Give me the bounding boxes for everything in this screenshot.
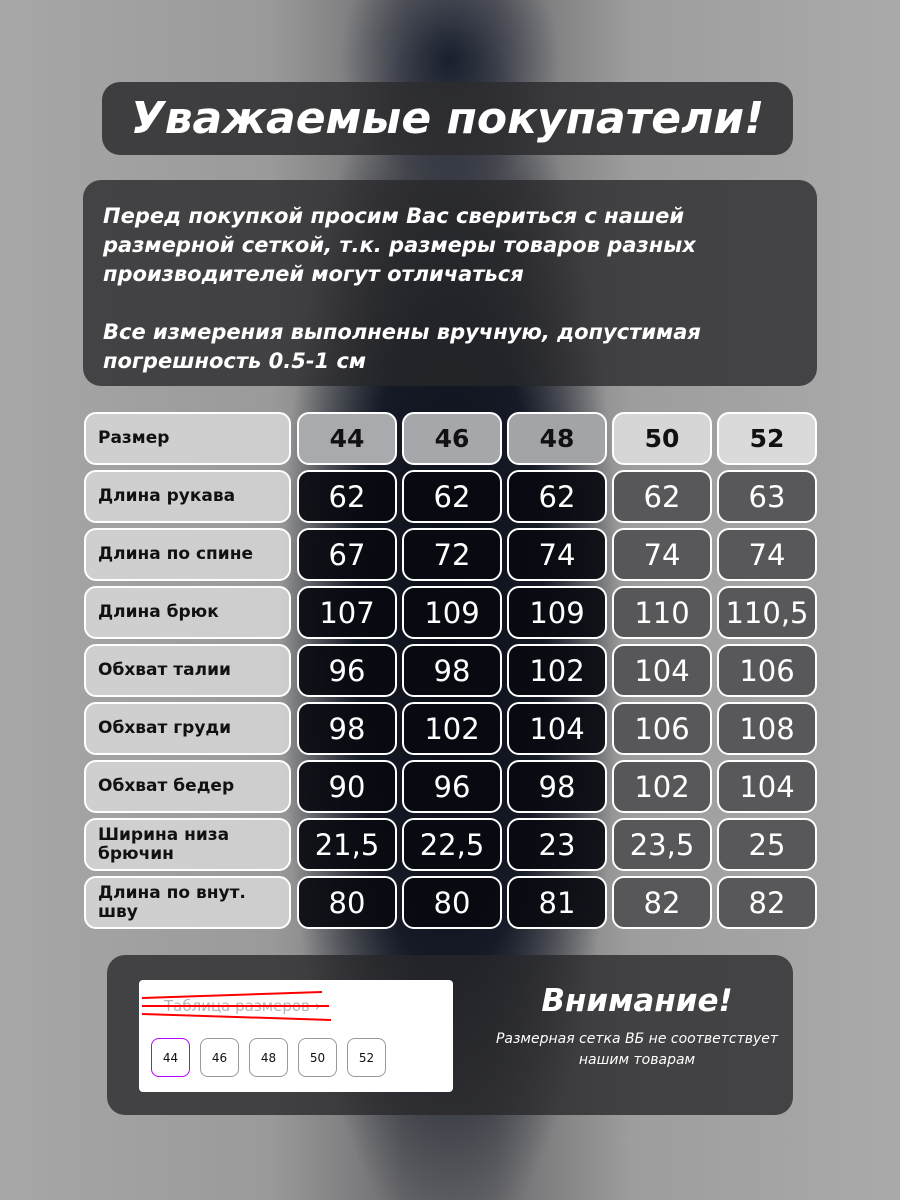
table-cell: 110,5: [717, 586, 817, 639]
table-cell: 63: [717, 470, 817, 523]
attention-text: Размерная сетка ВБ не соответствует наши…: [495, 1031, 779, 1068]
table-cell: 22,5: [402, 818, 502, 871]
table-cell: 106: [612, 702, 712, 755]
table-cell: 72: [402, 528, 502, 581]
size-option[interactable]: 46: [200, 1038, 239, 1077]
table-cell: 23: [507, 818, 607, 871]
table-cell: 25: [717, 818, 817, 871]
row-label: Обхват груди: [84, 702, 291, 755]
table-cell: 74: [507, 528, 607, 581]
table-cell: 80: [402, 876, 502, 929]
table-cell: 23,5: [612, 818, 712, 871]
size-header: 48: [507, 412, 607, 465]
table-cell: 102: [402, 702, 502, 755]
table-cell: 104: [612, 644, 712, 697]
size-header: 44: [297, 412, 397, 465]
table-cell: 62: [507, 470, 607, 523]
table-cell: 106: [717, 644, 817, 697]
size-option[interactable]: 50: [298, 1038, 337, 1077]
table-cell: 104: [507, 702, 607, 755]
size-option[interactable]: 52: [347, 1038, 386, 1077]
cross-out-icon: [141, 991, 332, 1021]
table-cell: 108: [717, 702, 817, 755]
size-option[interactable]: 44: [151, 1038, 190, 1077]
table-cell: 82: [612, 876, 712, 929]
table-cell: 80: [297, 876, 397, 929]
table-cell: 98: [297, 702, 397, 755]
row-label: Длина по спине: [84, 528, 291, 581]
table-cell: 98: [507, 760, 607, 813]
table-cell: 67: [297, 528, 397, 581]
table-cell: 109: [507, 586, 607, 639]
table-cell: 104: [717, 760, 817, 813]
table-cell: 98: [402, 644, 502, 697]
intro-text: Перед покупкой просим Вас свериться с на…: [103, 204, 696, 286]
table-cell: 82: [717, 876, 817, 929]
row-label: Обхват бедер: [84, 760, 291, 813]
page-title: Уважаемые покупатели!: [102, 82, 793, 155]
row-label: Ширина низа брючин: [84, 818, 291, 871]
marketplace-size-widget: Таблица размеров › 44 46 48 50 52: [139, 980, 453, 1092]
attention-title: Внимание!: [541, 983, 733, 1019]
table-cell: 74: [612, 528, 712, 581]
table-cell: 96: [402, 760, 502, 813]
size-header: 50: [612, 412, 712, 465]
table-cell: 102: [507, 644, 607, 697]
table-cell: 81: [507, 876, 607, 929]
size-header: 46: [402, 412, 502, 465]
size-header: 52: [717, 412, 817, 465]
row-label: Обхват талии: [84, 644, 291, 697]
table-cell: 110: [612, 586, 712, 639]
row-label: Длина рукава: [84, 470, 291, 523]
table-cell: 109: [402, 586, 502, 639]
table-cell: 74: [717, 528, 817, 581]
table-cell: 62: [297, 470, 397, 523]
row-label: Длина по внут. шву: [84, 876, 291, 929]
size-option[interactable]: 48: [249, 1038, 288, 1077]
table-cell: 90: [297, 760, 397, 813]
intro-notice: Перед покупкой просим Вас свериться с на…: [83, 180, 817, 386]
header-label: Размер: [84, 412, 291, 465]
table-cell: 21,5: [297, 818, 397, 871]
table-cell: 102: [612, 760, 712, 813]
table-cell: 96: [297, 644, 397, 697]
table-cell: 62: [612, 470, 712, 523]
row-label: Длина брюк: [84, 586, 291, 639]
measurement-note: Все измерения выполнены вручную, допусти…: [103, 320, 701, 373]
attention-panel: Таблица размеров › 44 46 48 50 52 Внимание! …: [107, 955, 793, 1115]
table-cell: 107: [297, 586, 397, 639]
table-cell: 62: [402, 470, 502, 523]
